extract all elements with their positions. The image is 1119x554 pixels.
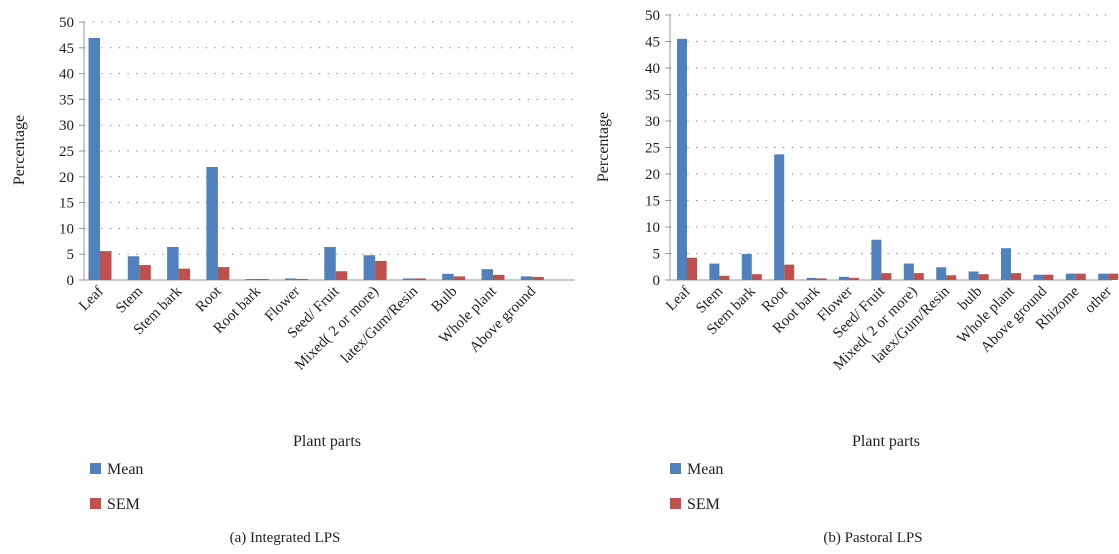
bar-sem-6 <box>335 271 348 280</box>
y-axis-title: Percentage <box>11 115 28 185</box>
bar-sem-4 <box>257 278 269 280</box>
bar-mean-2 <box>167 246 179 280</box>
bar-mean-10 <box>1001 248 1011 280</box>
x-category-label: Root <box>193 283 226 316</box>
bar-sem-11 <box>1043 274 1054 280</box>
bar-mean-7 <box>363 255 376 280</box>
y-tick-label: 0 <box>653 273 661 289</box>
bar-mean-4 <box>806 277 817 280</box>
bar-mean-3 <box>774 154 785 280</box>
bar-sem-5 <box>849 277 859 280</box>
y-tick-label: 25 <box>645 141 660 157</box>
bar-sem-7 <box>375 260 387 280</box>
y-tick-label: 50 <box>645 8 660 24</box>
y-tick-label: 30 <box>59 118 74 134</box>
figure-caption: (a) Integrated LPS <box>230 530 341 546</box>
y-tick-label: 25 <box>59 144 74 160</box>
bar-mean-6 <box>324 246 336 280</box>
y-tick-label: 35 <box>59 92 74 108</box>
y-tick-label: 10 <box>59 221 74 237</box>
bar-mean-0 <box>677 38 687 280</box>
legend-swatch-sem <box>90 498 101 509</box>
bar-mean-1 <box>709 263 720 280</box>
bar-mean-8 <box>402 278 415 280</box>
bar-sem-13 <box>1108 273 1119 280</box>
bar-mean-8 <box>936 267 947 280</box>
legend-swatch-mean <box>670 463 681 474</box>
bar-sem-1 <box>139 265 151 280</box>
bar-sem-3 <box>217 267 230 280</box>
x-category-label: other <box>1082 284 1115 317</box>
x-axis-title: Plant parts <box>852 433 920 450</box>
bar-mean-1 <box>127 256 140 280</box>
legend-swatch-mean <box>90 463 101 474</box>
bar-mean-9 <box>442 273 454 280</box>
bar-mean-7 <box>903 263 914 280</box>
bar-mean-0 <box>88 37 100 280</box>
y-tick-label: 5 <box>653 247 661 263</box>
legend-label-sem: SEM <box>107 496 140 513</box>
bar-sem-6 <box>881 273 892 280</box>
x-category-label: Bulb <box>429 284 461 316</box>
bar-sem-0 <box>100 251 112 280</box>
bar-sem-8 <box>414 278 426 280</box>
bar-sem-5 <box>296 278 308 280</box>
legend-swatch-sem <box>670 498 681 509</box>
x-category-label: Leaf <box>76 284 107 315</box>
bar-sem-2 <box>178 268 191 280</box>
bar-sem-7 <box>913 273 924 280</box>
legend-label-mean: Mean <box>107 461 143 478</box>
figure-caption: (b) Pastoral LPS <box>823 530 922 546</box>
bar-sem-11 <box>532 276 544 280</box>
bar-mean-2 <box>741 254 752 280</box>
y-tick-label: 35 <box>645 88 660 104</box>
y-tick-label: 5 <box>67 247 75 263</box>
bar-mean-3 <box>206 166 218 280</box>
y-tick-label: 45 <box>59 41 74 57</box>
x-axis-title: Plant parts <box>293 433 361 450</box>
legend-label-mean: Mean <box>687 461 723 478</box>
bar-mean-12 <box>1065 273 1076 280</box>
y-tick-label: 15 <box>59 196 74 212</box>
x-category-label: Stem <box>113 283 146 316</box>
bar-sem-9 <box>453 276 466 280</box>
bar-mean-11 <box>1033 274 1044 280</box>
bar-sem-10 <box>493 274 505 280</box>
x-category-label: Leaf <box>663 284 694 315</box>
bar-mean-5 <box>285 278 297 280</box>
y-tick-label: 10 <box>645 220 660 236</box>
y-tick-label: 40 <box>645 61 660 77</box>
bar-sem-1 <box>719 275 730 280</box>
bar-sem-2 <box>751 274 762 280</box>
y-tick-label: 45 <box>645 35 660 51</box>
bar-sem-12 <box>1075 273 1086 280</box>
bar-sem-0 <box>687 257 697 280</box>
legend-label-sem: SEM <box>687 496 720 513</box>
y-tick-label: 30 <box>645 114 660 130</box>
bar-mean-4 <box>245 278 258 280</box>
bar-mean-11 <box>520 276 533 280</box>
bar-sem-8 <box>946 275 957 280</box>
y-tick-label: 40 <box>59 67 74 83</box>
bar-mean-10 <box>481 269 493 280</box>
bar-mean-13 <box>1098 273 1109 280</box>
bar-sem-9 <box>978 274 989 280</box>
bar-mean-9 <box>968 271 979 280</box>
bar-mean-6 <box>871 239 882 280</box>
y-tick-label: 50 <box>59 15 74 31</box>
bar-mean-5 <box>839 276 849 280</box>
y-tick-label: 15 <box>645 194 660 210</box>
bar-sem-10 <box>1011 273 1021 280</box>
bar-sem-4 <box>816 278 827 280</box>
y-axis-title: Percentage <box>595 112 612 182</box>
bar-sem-3 <box>784 264 795 280</box>
y-tick-label: 0 <box>67 273 75 289</box>
y-tick-label: 20 <box>59 170 74 186</box>
y-tick-label: 20 <box>645 167 660 183</box>
